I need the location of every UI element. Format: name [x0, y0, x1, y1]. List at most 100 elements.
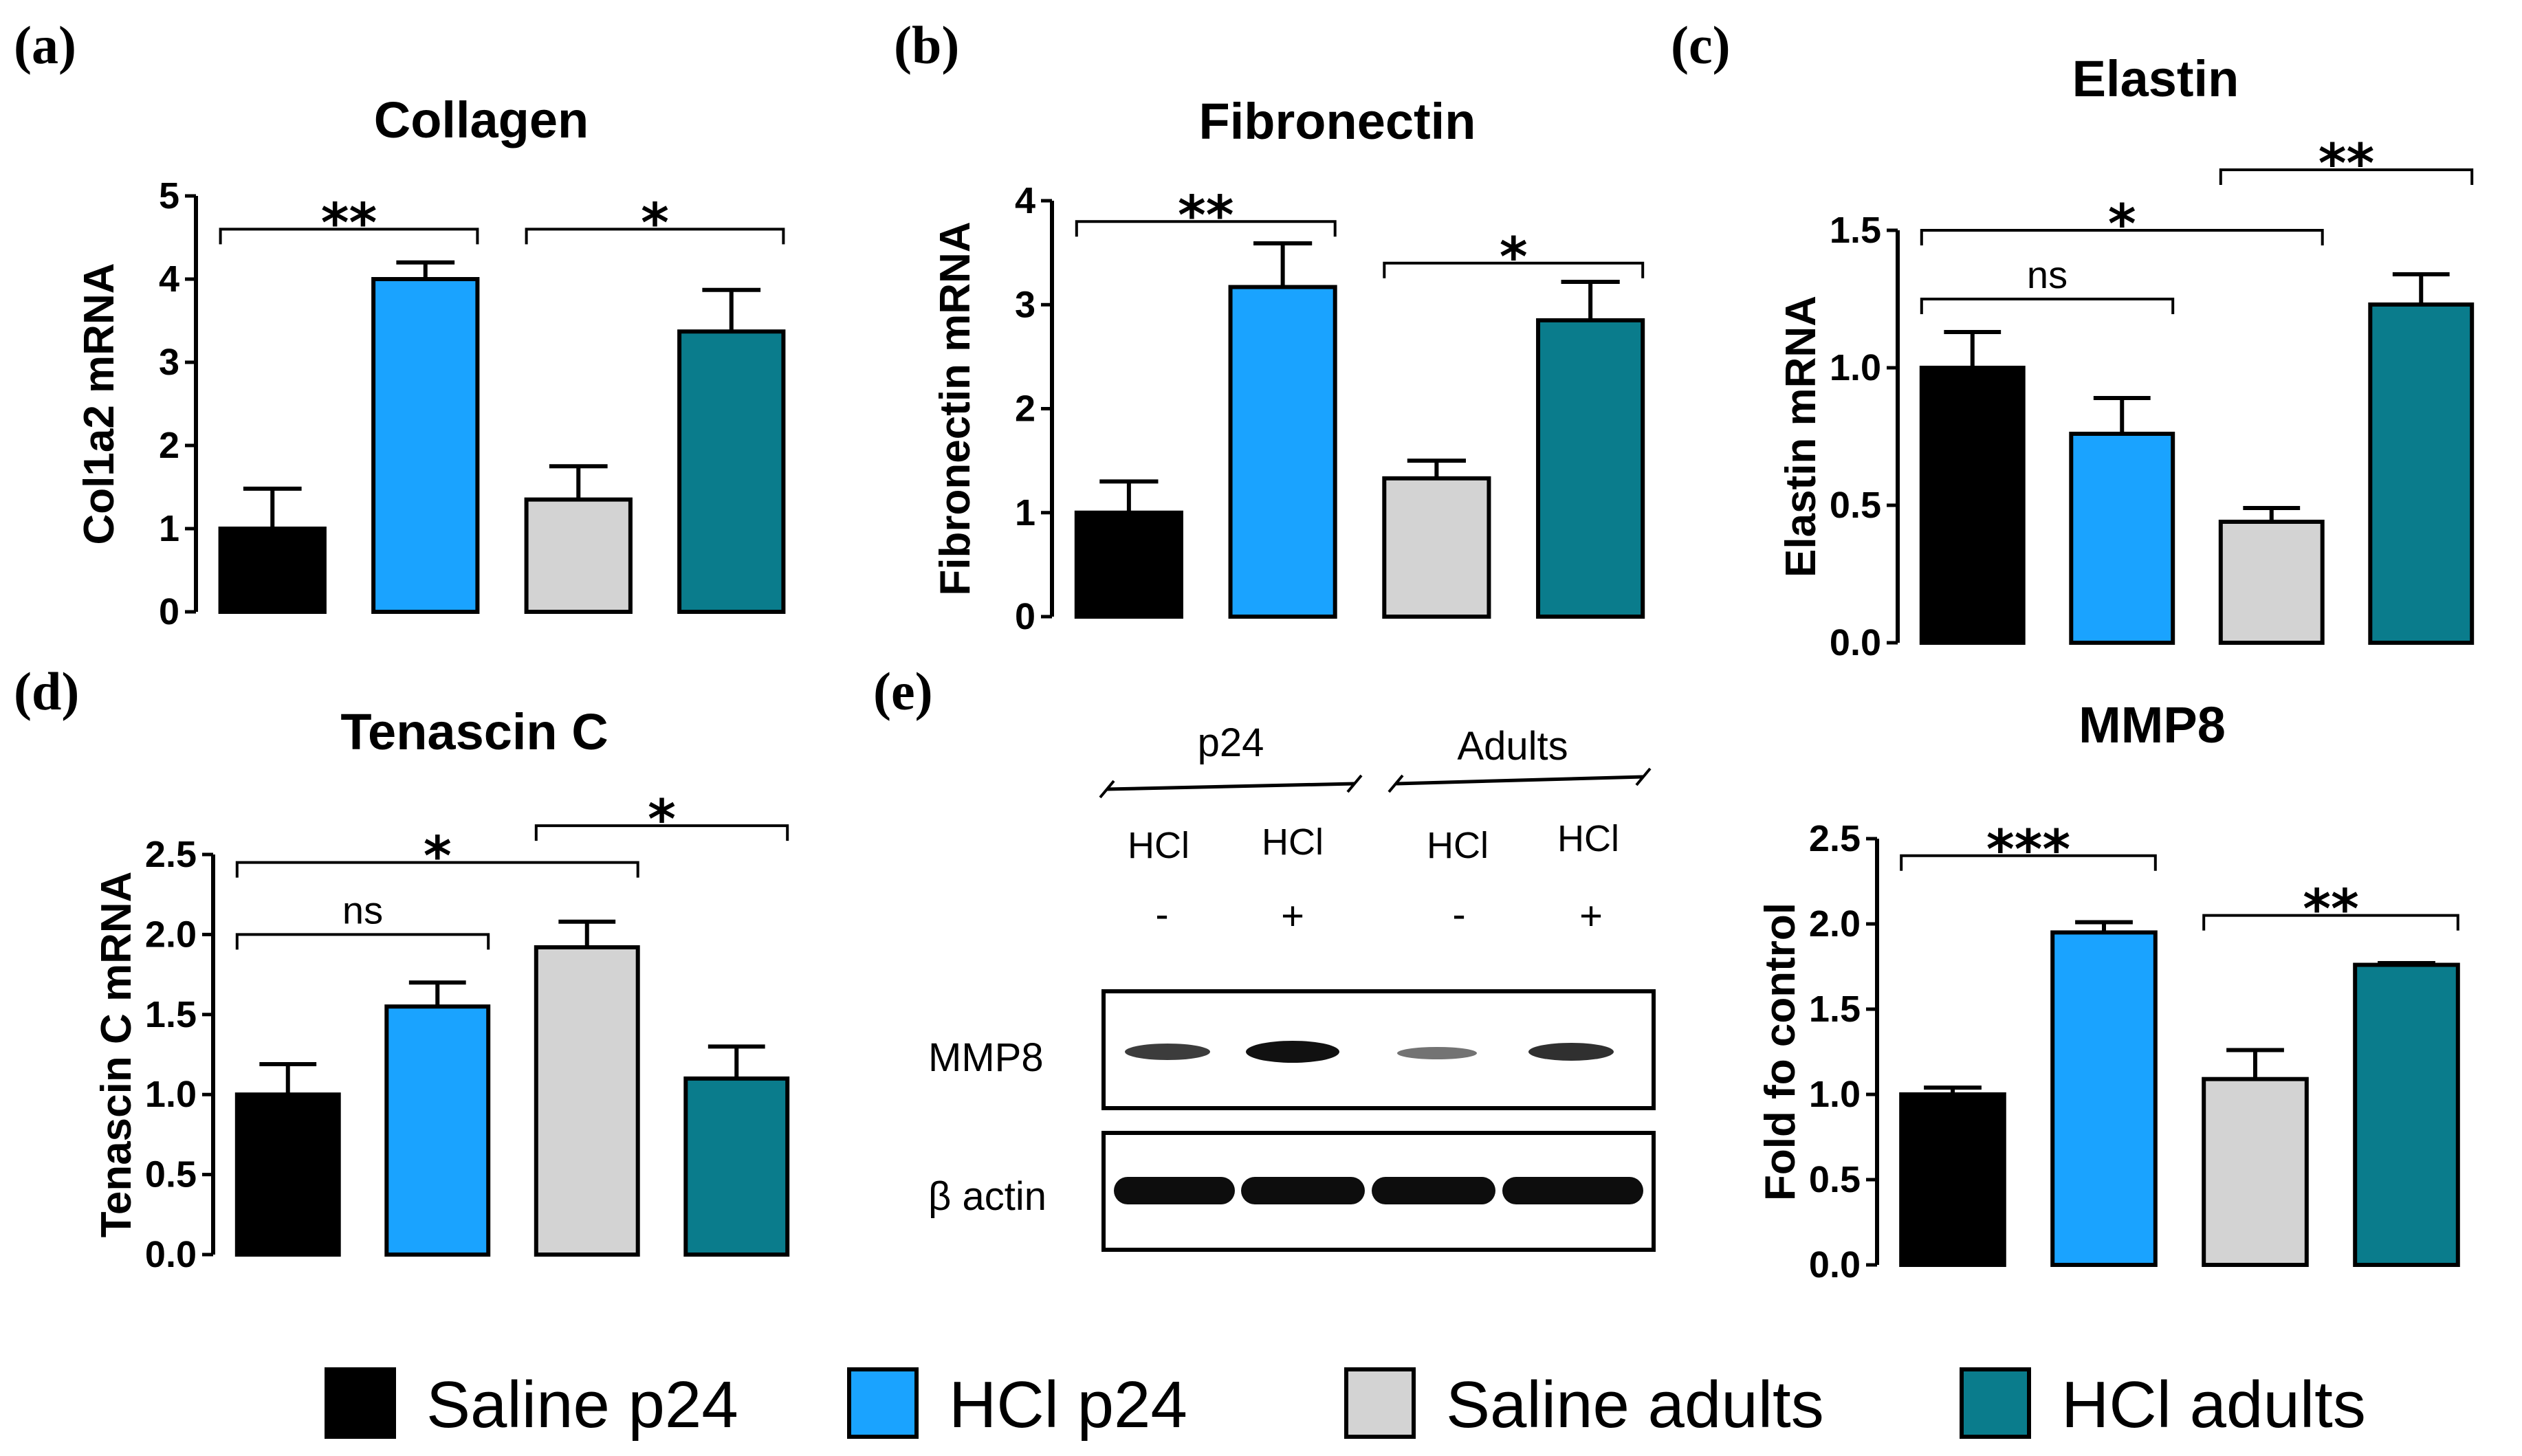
blot-lane-label-2: HCl [1262, 821, 1324, 863]
significance-label: * [424, 826, 452, 888]
y-tick-label: 2.5 [1809, 818, 1861, 859]
chart-title: Fibronectin [1199, 93, 1476, 150]
legend-label-hcl-p24: HCl p24 [949, 1368, 1187, 1442]
y-tick-label: 2.0 [145, 914, 197, 955]
y-tick-label: 0.5 [1830, 485, 1881, 526]
y-tick-label: 0.0 [145, 1234, 197, 1275]
bar-saline-adults [1382, 476, 1491, 619]
y-tick-label: 1 [159, 508, 179, 549]
y-tick-label: 3 [1015, 284, 1035, 325]
blot-band [1241, 1177, 1365, 1204]
blot-group-label-adults: Adults [1457, 724, 1568, 769]
panel-label-b: (b) [894, 15, 959, 75]
legend-swatch-hcl-adults [1960, 1367, 2031, 1439]
blot-lane-label-1: HCl [1128, 825, 1189, 866]
panel-label-a: (a) [14, 15, 76, 75]
blot-band [1246, 1041, 1339, 1063]
blot-group-line-adults [1388, 767, 1652, 793]
blot-group-label-p24: p24 [1198, 720, 1264, 765]
significance-bracket [219, 228, 479, 245]
significance-label: * [648, 789, 676, 851]
legend-swatch-saline-p24 [325, 1367, 396, 1439]
y-axis-label: Fibronectin mRNA [932, 221, 979, 595]
significance-label: * [2108, 194, 2136, 256]
blot-row-label-beta-actin: β actin [928, 1174, 1046, 1219]
blot-band [1114, 1177, 1235, 1204]
y-tick-label: 1.0 [145, 1074, 197, 1115]
significance-label: * [1500, 227, 1528, 289]
y-tick-label: 5 [159, 175, 179, 217]
y-tick-label: 1.0 [1809, 1074, 1861, 1115]
bar-hcl-adults [2353, 962, 2460, 1268]
significance-bracket [1920, 229, 2324, 245]
bar-saline-adults [524, 497, 633, 615]
significance-bracket [235, 933, 490, 950]
blot-lane-label-3: HCl [1427, 825, 1489, 866]
chart-title: MMP8 [2079, 696, 2226, 753]
blot-lane-sign-4: + [1579, 894, 1603, 938]
significance-label: ** [2318, 133, 2375, 195]
bar-saline-adults [2218, 520, 2325, 645]
bar-hcl-adults [683, 1076, 790, 1257]
blot-lane-label-4: HCl [1557, 818, 1619, 859]
y-axis-label: Col1a2 mRNA [76, 263, 123, 545]
y-axis-label: Elastin mRNA [1777, 296, 1825, 577]
bar-hcl-p24 [384, 1004, 491, 1257]
y-tick-label: 2.5 [145, 834, 197, 875]
legend-swatch-saline-adults [1344, 1367, 1416, 1439]
panel-label-e: (e) [873, 661, 933, 721]
y-tick-label: 1 [1015, 492, 1035, 533]
significance-bracket [525, 228, 785, 245]
blot-row-label-mmp8: MMP8 [928, 1035, 1044, 1080]
y-tick-label: 0.0 [1830, 622, 1881, 663]
y-tick-label: 0.5 [1809, 1159, 1861, 1200]
bar-saline-p24 [1919, 366, 2026, 645]
chart-title: Collagen [374, 91, 589, 148]
panel-label-c: (c) [1671, 15, 1731, 75]
chart-title: Tenascin C [340, 703, 608, 760]
y-tick-label: 0.5 [145, 1154, 197, 1195]
y-axis-label: Tenascin C mRNA [93, 872, 140, 1238]
y-tick-label: 4 [159, 258, 179, 300]
significance-label: ns [342, 888, 383, 931]
y-tick-label: 1.5 [1809, 989, 1861, 1030]
western-blot: p24 Adults HCl HCl HCl HCl - + - + MMP8 … [928, 720, 1656, 1252]
bar-hcl-adults [1536, 318, 1645, 619]
blot-lane-sign-1: - [1155, 892, 1168, 937]
bar-saline-p24 [234, 1092, 341, 1257]
blot-band [1397, 1047, 1477, 1059]
legend-label-saline-p24: Saline p24 [426, 1368, 738, 1442]
y-tick-label: 2 [159, 425, 179, 466]
bar-hcl-p24 [371, 277, 480, 614]
legend-swatch-hcl-p24 [847, 1367, 919, 1439]
legend-label-hcl-adults: HCl adults [2061, 1368, 2366, 1442]
bar-hcl-p24 [2069, 432, 2175, 645]
y-tick-label: 3 [159, 342, 179, 383]
bar-hcl-adults [2368, 302, 2475, 645]
panel-label-d: (d) [14, 661, 79, 721]
bar-saline-adults [2202, 1077, 2309, 1268]
bar-hcl-p24 [2050, 930, 2158, 1268]
y-tick-label: 0 [1015, 596, 1035, 637]
blot-band [1502, 1177, 1643, 1204]
y-axis-label: Fold fo control [1757, 903, 1804, 1201]
significance-label: ** [321, 192, 377, 254]
bar-saline-p24 [218, 527, 327, 614]
bar-saline-p24 [1899, 1092, 2006, 1267]
blot-band [1372, 1177, 1495, 1204]
significance-bracket [1383, 261, 1645, 278]
blot-group-line-p24 [1099, 774, 1363, 799]
significance-label: ** [2303, 879, 2359, 941]
significance-label: * [641, 192, 669, 254]
y-tick-label: 2 [1015, 388, 1035, 430]
blot-lane-sign-2: + [1281, 894, 1304, 938]
y-tick-label: 1.5 [1830, 210, 1881, 251]
legend: Saline p24 HCl p24 Saline adults HCl adu… [325, 1367, 2366, 1442]
legend-label-saline-adults: Saline adults [1446, 1368, 1824, 1442]
